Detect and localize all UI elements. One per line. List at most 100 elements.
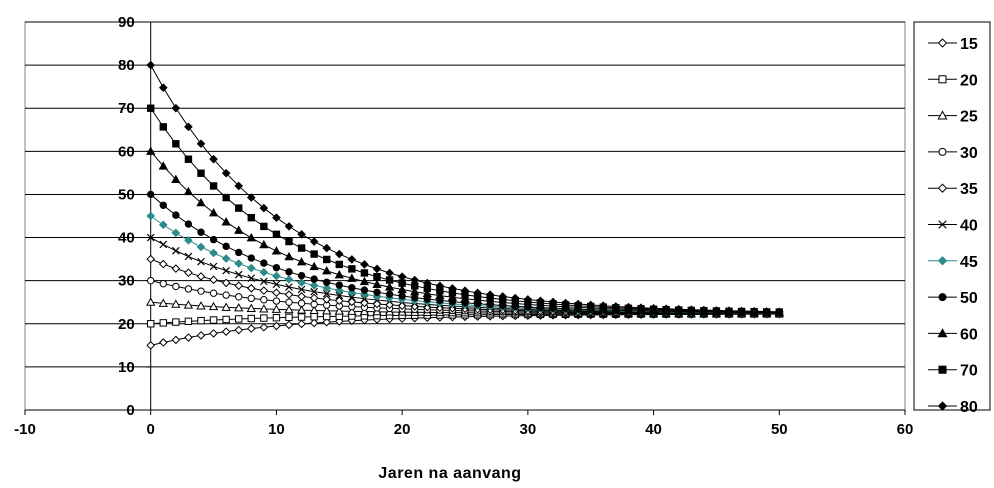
- data-point: [171, 103, 181, 113]
- data-point: [309, 293, 319, 303]
- data-point: [235, 315, 243, 323]
- data-point: [221, 302, 231, 311]
- data-point: [297, 299, 306, 307]
- data-point: [335, 281, 343, 289]
- data-point: [373, 288, 381, 296]
- data-point: [260, 277, 268, 286]
- data-point: [172, 140, 180, 148]
- data-point: [938, 220, 947, 229]
- data-point: [297, 271, 306, 280]
- data-point: [938, 75, 947, 84]
- series-line: [150, 64, 780, 313]
- data-point: [234, 181, 244, 191]
- data-point: [937, 401, 948, 411]
- data-point: [247, 294, 255, 303]
- legend-label: 45: [960, 254, 978, 271]
- data-point: [435, 290, 445, 300]
- y-tick-label: 40: [118, 230, 135, 247]
- y-tick-label: 50: [118, 186, 135, 203]
- data-point: [183, 186, 194, 196]
- data-point: [184, 155, 193, 163]
- data-point: [284, 222, 294, 231]
- data-point: [260, 222, 268, 231]
- data-point: [448, 284, 457, 293]
- legend-label: 25: [960, 109, 978, 126]
- data-point: [146, 254, 156, 264]
- legend-label: 35: [960, 181, 978, 198]
- data-point: [334, 296, 344, 306]
- data-point: [309, 318, 319, 328]
- data-point: [410, 286, 420, 296]
- data-point: [460, 286, 470, 296]
- legend-label: 80: [960, 399, 978, 416]
- data-point: [209, 329, 218, 338]
- data-point: [422, 288, 432, 298]
- data-point: [159, 123, 167, 131]
- legend-label: 30: [960, 145, 978, 162]
- data-point: [938, 293, 947, 302]
- data-point: [272, 313, 281, 322]
- data-point: [197, 316, 205, 325]
- data-point: [260, 259, 268, 267]
- data-point: [447, 292, 458, 301]
- data-point: [172, 282, 180, 291]
- data-point: [171, 335, 181, 345]
- data-point: [548, 297, 558, 307]
- data-point: [221, 254, 231, 263]
- data-point: [322, 317, 332, 327]
- data-point: [260, 314, 268, 322]
- data-point: [598, 301, 608, 311]
- data-point: [410, 275, 420, 285]
- data-point: [259, 322, 269, 332]
- legend-item: 80: [928, 399, 978, 416]
- data-point: [347, 306, 357, 315]
- y-tick-label: 20: [118, 316, 135, 333]
- data-point: [611, 302, 621, 311]
- data-point: [397, 272, 407, 281]
- data-point: [699, 305, 709, 315]
- data-point: [422, 278, 432, 288]
- data-point: [762, 307, 772, 316]
- legend-item: 40: [928, 218, 978, 235]
- legend-label: 20: [960, 72, 978, 89]
- data-point: [937, 38, 948, 48]
- data-point: [284, 320, 294, 330]
- data-point: [158, 161, 168, 170]
- data-point: [184, 268, 193, 277]
- data-point: [674, 304, 684, 314]
- x-tick-label: 40: [645, 421, 662, 438]
- data-point: [234, 225, 244, 234]
- data-point: [348, 293, 356, 301]
- data-point: [196, 301, 206, 310]
- data-point: [749, 306, 759, 316]
- data-point: [272, 230, 281, 239]
- axes: [24, 21, 906, 415]
- plot-area-frame: [24, 21, 906, 411]
- legend-item: 45: [928, 254, 978, 271]
- data-point: [209, 262, 218, 271]
- data-point: [322, 295, 332, 304]
- y-tick-label: 0: [126, 402, 134, 419]
- data-point: [172, 211, 180, 219]
- data-point: [348, 265, 356, 273]
- data-point: [297, 313, 306, 321]
- data-point: [146, 211, 156, 221]
- x-tick-labels: -10 0 10 20 30 40 50 60: [14, 421, 913, 438]
- data-point: [158, 298, 168, 307]
- data-point: [309, 281, 319, 290]
- data-point: [359, 306, 370, 316]
- data-point: [348, 284, 356, 292]
- x-tick-label: 0: [147, 421, 155, 438]
- data-point: [234, 259, 244, 268]
- data-point: [398, 292, 406, 300]
- x-tick-label: 30: [520, 421, 537, 438]
- series-line: [150, 107, 780, 313]
- legend-label: 15: [960, 36, 978, 53]
- data-point: [221, 327, 231, 336]
- data-point: [322, 283, 332, 293]
- data-point: [184, 220, 193, 228]
- data-point: [272, 271, 281, 281]
- data-point: [334, 286, 344, 295]
- data-point: [158, 83, 168, 92]
- y-tick-label: 10: [118, 359, 135, 376]
